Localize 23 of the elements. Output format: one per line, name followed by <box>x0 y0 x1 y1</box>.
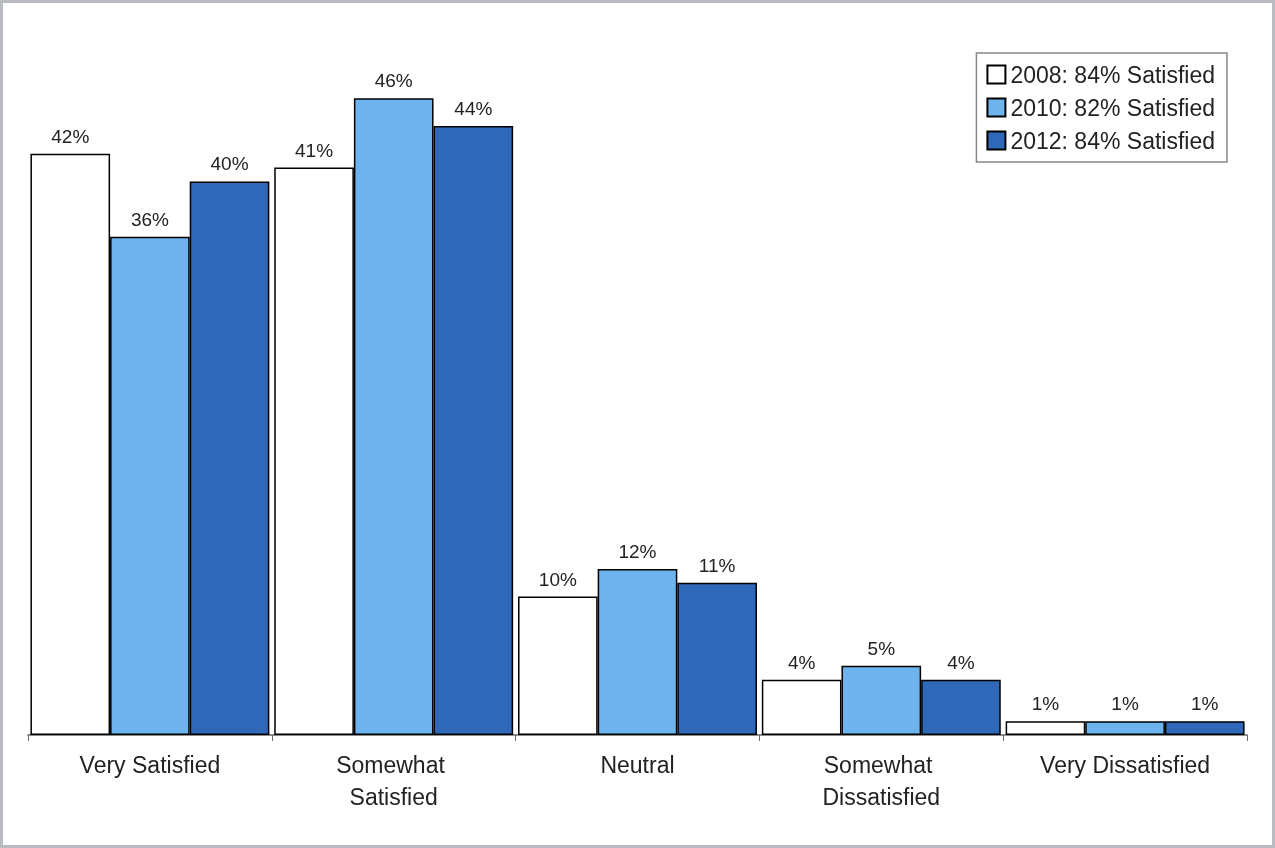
legend-label: 2012: 84% Satisfied <box>1010 127 1216 154</box>
x-tick-label: Very Satisfied <box>79 752 221 778</box>
data-label: 11% <box>698 554 736 576</box>
data-label: 44% <box>454 98 493 120</box>
x-tick-label: Neutral <box>600 752 675 778</box>
data-label: 46% <box>374 70 413 92</box>
data-label: 1% <box>1111 693 1139 715</box>
legend-label: 2008: 84% Satisfied <box>1010 61 1216 88</box>
data-label: 36% <box>130 208 170 230</box>
x-tick-label: Somewhat Satisfied <box>336 752 452 810</box>
data-label: 1% <box>1191 693 1219 715</box>
data-label: 1% <box>1031 693 1060 715</box>
data-label: 40% <box>210 153 249 175</box>
data-label: 4% <box>787 651 816 673</box>
x-tick-label: Very Dissatisfied <box>1040 752 1211 778</box>
data-label: 42% <box>51 125 90 147</box>
data-label: 41% <box>295 139 334 161</box>
data-label: 10% <box>538 568 577 590</box>
data-label: 4% <box>947 651 975 673</box>
legend-label: 2010: 82% Satisfied <box>1010 94 1216 121</box>
data-label: 12% <box>618 540 657 562</box>
x-tick-label: Somewhat Dissatisfied <box>822 752 941 810</box>
data-label: 5% <box>867 637 896 659</box>
